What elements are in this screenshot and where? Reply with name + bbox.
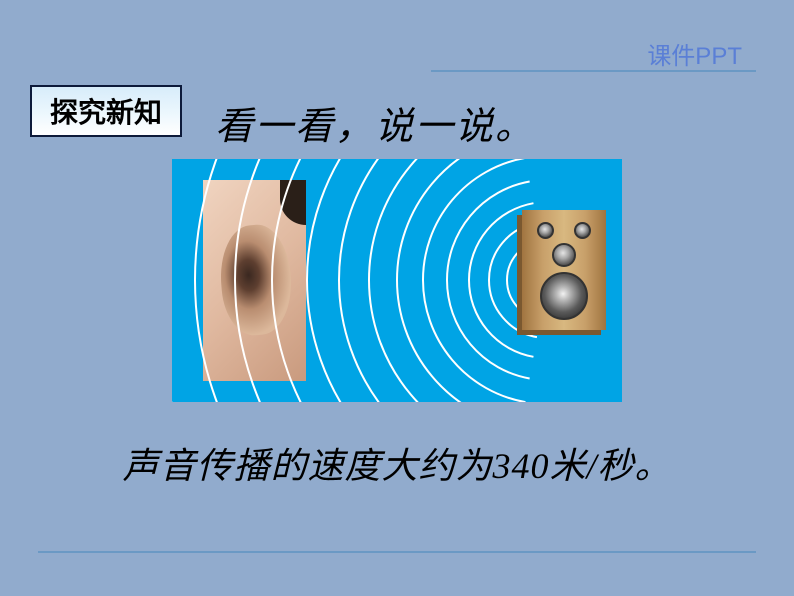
footer-divider: [38, 551, 756, 553]
speaker-driver-main: [540, 272, 588, 320]
speaker-driver-small: [537, 222, 554, 239]
header-divider: [431, 70, 756, 72]
speaker-driver-small: [574, 222, 591, 239]
header-label: 课件PPT: [647, 36, 742, 71]
fact-text: 声音传播的速度大约为340米/秒。: [0, 437, 794, 489]
sound-wave-illustration: [172, 159, 622, 402]
speaker-driver-mid: [552, 243, 576, 267]
speaker-box: [522, 210, 606, 330]
section-badge: 探究新知: [30, 85, 182, 137]
slide-title: 看一看，说一说。: [215, 95, 535, 150]
